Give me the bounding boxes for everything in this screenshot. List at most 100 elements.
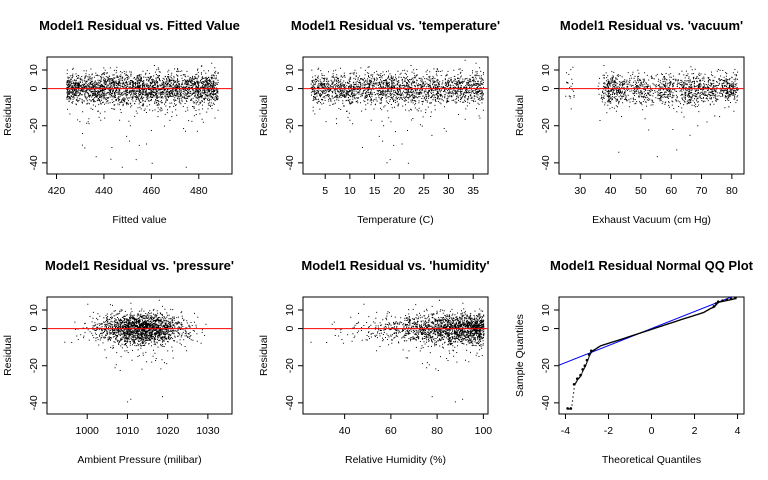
y-axis-label: Residual <box>514 95 526 136</box>
marks-layer <box>303 59 488 164</box>
x-axis-label: Relative Humidity (%) <box>345 454 446 466</box>
x-tick-label: 440 <box>95 185 113 197</box>
qq-point <box>721 299 724 303</box>
x-tick-label: 35 <box>467 185 479 197</box>
y-tick-label: -40 <box>284 395 296 410</box>
y-tick-label: 10 <box>540 64 552 76</box>
x-axis-label: Temperature (C) <box>357 214 433 226</box>
y-tick-label: -20 <box>540 118 552 133</box>
x-tick-label: 10 <box>344 185 356 197</box>
y-tick-label: -20 <box>28 358 40 373</box>
x-tick-label: -2 <box>604 425 613 437</box>
y-tick-label: -40 <box>540 395 552 410</box>
x-tick-label: 480 <box>190 185 208 197</box>
x-tick-label: 5 <box>322 185 328 197</box>
qq-point <box>729 297 733 301</box>
x-axis-label: Exhaust Vacuum (cm Hg) <box>592 214 711 226</box>
plot-frame <box>302 296 489 415</box>
y-tick-label: -40 <box>284 155 296 170</box>
x-tick-label: 25 <box>418 185 430 197</box>
residual-points <box>565 65 739 158</box>
marks-layer <box>559 297 737 410</box>
y-tick-label: -20 <box>284 358 296 373</box>
y-tick-label: 0 <box>540 325 552 331</box>
x-tick-label: 40 <box>339 425 351 437</box>
marks-layer <box>47 299 232 403</box>
x-tick-label: 1030 <box>196 425 220 437</box>
chart-title: Model1 Residual vs. 'pressure' <box>45 258 234 273</box>
y-tick-label: -40 <box>540 155 552 170</box>
y-axis-label: Residual <box>258 335 270 376</box>
x-tick-label: 60 <box>665 185 677 197</box>
x-tick-label: 30 <box>574 185 586 197</box>
residual-points <box>310 59 484 164</box>
marks-layer <box>303 299 488 403</box>
qq-point <box>572 382 576 386</box>
qq-point <box>734 297 737 300</box>
chart-title: Model1 Residual Normal QQ Plot <box>550 258 754 273</box>
qq-point <box>725 298 729 302</box>
x-tick-label: 1000 <box>76 425 100 437</box>
x-tick-label: 460 <box>143 185 161 197</box>
chart-panel-4: Model1 Residual vs. 'pressure' Ambient Pr… <box>2 258 234 466</box>
x-tick-label: 50 <box>635 185 647 197</box>
marks-layer <box>47 62 232 168</box>
chart-panel-2: Model1 Residual vs. 'temperature' Tempera… <box>258 18 500 226</box>
x-tick-label: 80 <box>726 185 738 197</box>
y-tick-label: 0 <box>284 325 296 331</box>
y-tick-label: 0 <box>28 325 40 331</box>
x-tick-label: 20 <box>393 185 405 197</box>
qq-point <box>714 302 718 305</box>
qq-point <box>581 368 584 371</box>
y-tick-label: 10 <box>28 304 40 316</box>
x-tick-label: 30 <box>443 185 455 197</box>
chart-panel-6: Model1 Residual Normal QQ Plot Theoretica… <box>514 258 754 466</box>
chart-title: Model1 Residual vs. 'vacuum' <box>560 18 743 33</box>
x-tick-label: 70 <box>696 185 708 197</box>
x-tick-label: 1020 <box>156 425 180 437</box>
y-tick-label: 10 <box>540 304 552 316</box>
qq-point <box>587 353 591 356</box>
residual-points <box>66 62 219 168</box>
y-axis-label: Sample Quantiles <box>514 314 526 397</box>
qq-point <box>575 377 579 381</box>
y-tick-label: 10 <box>284 64 296 76</box>
residual-points <box>310 299 485 403</box>
marks-layer <box>559 65 744 158</box>
chart-title: Model1 Residual vs. Fitted Value <box>39 18 240 33</box>
qq-point <box>716 300 720 303</box>
chart-panel-5: Model1 Residual vs. 'humidity' Relative H… <box>258 258 492 466</box>
x-tick-label: 40 <box>605 185 617 197</box>
chart-panel-3: Model1 Residual vs. 'vacuum' Exhaust Vacu… <box>514 18 745 226</box>
y-tick-label: -40 <box>28 395 40 410</box>
x-tick-label: 0 <box>649 425 655 437</box>
y-axis-label: Residual <box>2 95 14 136</box>
x-tick-label: 80 <box>431 425 443 437</box>
plot-frame <box>46 56 233 175</box>
y-tick-label: 0 <box>28 85 40 91</box>
residual-points <box>64 299 207 403</box>
x-tick-label: 15 <box>369 185 381 197</box>
x-tick-label: 100 <box>475 425 493 437</box>
x-tick-label: 1010 <box>116 425 140 437</box>
x-axis-label: Ambient Pressure (milibar) <box>77 454 201 466</box>
x-tick-label: 4 <box>735 425 741 437</box>
x-tick-label: 2 <box>692 425 698 437</box>
y-tick-label: -20 <box>28 118 40 133</box>
y-tick-label: 0 <box>284 85 296 91</box>
plot-frame <box>302 56 489 175</box>
qq-point <box>579 373 582 377</box>
qq-reference-line <box>559 297 733 366</box>
y-tick-label: 0 <box>540 85 552 91</box>
y-tick-label: 10 <box>28 64 40 76</box>
plot-frame <box>46 296 233 415</box>
qq-point <box>566 407 569 410</box>
qq-point <box>712 304 716 308</box>
chart-title: Model1 Residual vs. 'humidity' <box>301 258 489 273</box>
x-axis-label: Fitted value <box>112 214 166 226</box>
y-tick-label: -40 <box>28 155 40 170</box>
qq-point <box>569 407 573 410</box>
qq-point <box>589 349 593 353</box>
qq-points <box>567 297 737 410</box>
